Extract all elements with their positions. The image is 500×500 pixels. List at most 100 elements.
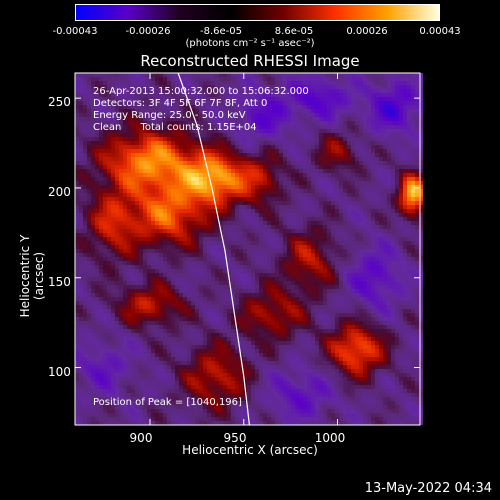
- heatmap-cell: [75, 249, 79, 253]
- heatmap-cell: [123, 409, 127, 413]
- heatmap-cell: [119, 213, 123, 217]
- heatmap-cell: [131, 365, 135, 369]
- heatmap-cell: [119, 165, 123, 169]
- heatmap-cell: [115, 217, 119, 221]
- heatmap-cell: [95, 261, 99, 265]
- heatmap-cell: [179, 221, 183, 225]
- heatmap-cell: [163, 129, 167, 133]
- heatmap-cell: [291, 233, 295, 237]
- heatmap-cell: [115, 297, 119, 301]
- heatmap-cell: [299, 197, 303, 201]
- heatmap-cell: [291, 141, 295, 145]
- heatmap-cell: [127, 313, 131, 317]
- heatmap-cell: [139, 401, 143, 405]
- heatmap-cell: [83, 321, 87, 325]
- heatmap-cell: [99, 353, 103, 357]
- heatmap-cell: [207, 73, 211, 77]
- heatmap-cell: [131, 233, 135, 237]
- heatmap-cell: [155, 329, 159, 333]
- heatmap-cell: [87, 253, 91, 257]
- heatmap-cell: [163, 73, 167, 77]
- heatmap-cell: [171, 277, 175, 281]
- heatmap-cell: [183, 393, 187, 397]
- heatmap-cell: [211, 177, 215, 181]
- heatmap-cell: [195, 293, 199, 297]
- heatmap-cell: [151, 397, 155, 401]
- heatmap-cell: [227, 377, 231, 381]
- heatmap-cell: [235, 77, 239, 81]
- heatmap-cell: [107, 281, 111, 285]
- heatmap-cell: [147, 385, 151, 389]
- heatmap-cell: [239, 313, 243, 317]
- heatmap-cell: [103, 309, 107, 313]
- heatmap-cell: [259, 113, 263, 117]
- heatmap-cell: [263, 89, 267, 93]
- heatmap-cell: [107, 277, 111, 281]
- heatmap-cell: [147, 341, 151, 345]
- heatmap-cell: [223, 129, 227, 133]
- heatmap-cell: [191, 93, 195, 97]
- heatmap-cell: [215, 337, 219, 341]
- heatmap-cell: [287, 385, 291, 389]
- heatmap-cell: [167, 397, 171, 401]
- heatmap-cell: [263, 77, 267, 81]
- heatmap-cell: [251, 321, 255, 325]
- heatmap-cell: [99, 105, 103, 109]
- heatmap-cell: [279, 317, 283, 321]
- heatmap-cell: [79, 337, 83, 341]
- heatmap-cell: [79, 165, 83, 169]
- heatmap-cell: [159, 85, 163, 89]
- heatmap-cell: [135, 269, 139, 273]
- heatmap-cell: [271, 353, 275, 357]
- heatmap-cell: [271, 289, 275, 293]
- heatmap-cell: [159, 353, 163, 357]
- heatmap-cell: [143, 137, 147, 141]
- heatmap-cell: [119, 201, 123, 205]
- heatmap-cell: [299, 233, 303, 237]
- heatmap-cell: [139, 405, 143, 409]
- heatmap-cell: [75, 197, 79, 201]
- heatmap-cell: [87, 181, 91, 185]
- heatmap-cell: [179, 225, 183, 229]
- heatmap-cell: [123, 265, 127, 269]
- heatmap-cell: [107, 369, 111, 373]
- heatmap-cell: [79, 73, 83, 77]
- heatmap-cell: [179, 285, 183, 289]
- heatmap-cell: [195, 393, 199, 397]
- heatmap-cell: [259, 265, 263, 269]
- heatmap-cell: [99, 329, 103, 333]
- heatmap-cell: [179, 233, 183, 237]
- heatmap-cell: [271, 77, 275, 81]
- heatmap-cell: [163, 377, 167, 381]
- heatmap-cell: [95, 145, 99, 149]
- heatmap-cell: [199, 125, 203, 129]
- heatmap-cell: [171, 137, 175, 141]
- heatmap-cell: [171, 349, 175, 353]
- heatmap-cell: [127, 117, 131, 121]
- heatmap-cell: [115, 153, 119, 157]
- heatmap-cell: [259, 141, 263, 145]
- heatmap-cell: [255, 213, 259, 217]
- heatmap-cell: [191, 109, 195, 113]
- heatmap-cell: [147, 221, 151, 225]
- heatmap-cell: [187, 121, 191, 125]
- heatmap-cell: [123, 273, 127, 277]
- heatmap-cell: [251, 73, 255, 77]
- heatmap-cell: [195, 173, 199, 177]
- heatmap-cell: [219, 145, 223, 149]
- heatmap-cell: [283, 161, 287, 165]
- heatmap-cell: [199, 133, 203, 137]
- heatmap-cell: [151, 293, 155, 297]
- heatmap-cell: [207, 225, 211, 229]
- heatmap-cell: [115, 105, 119, 109]
- heatmap-cell: [295, 161, 299, 165]
- heatmap-cell: [283, 73, 287, 77]
- heatmap-cell: [223, 125, 227, 129]
- heatmap-cell: [255, 157, 259, 161]
- heatmap-cell: [123, 185, 127, 189]
- heatmap-cell: [191, 213, 195, 217]
- heatmap-cell: [231, 145, 235, 149]
- heatmap-cell: [155, 361, 159, 365]
- heatmap-cell: [207, 385, 211, 389]
- heatmap-cell: [99, 149, 103, 153]
